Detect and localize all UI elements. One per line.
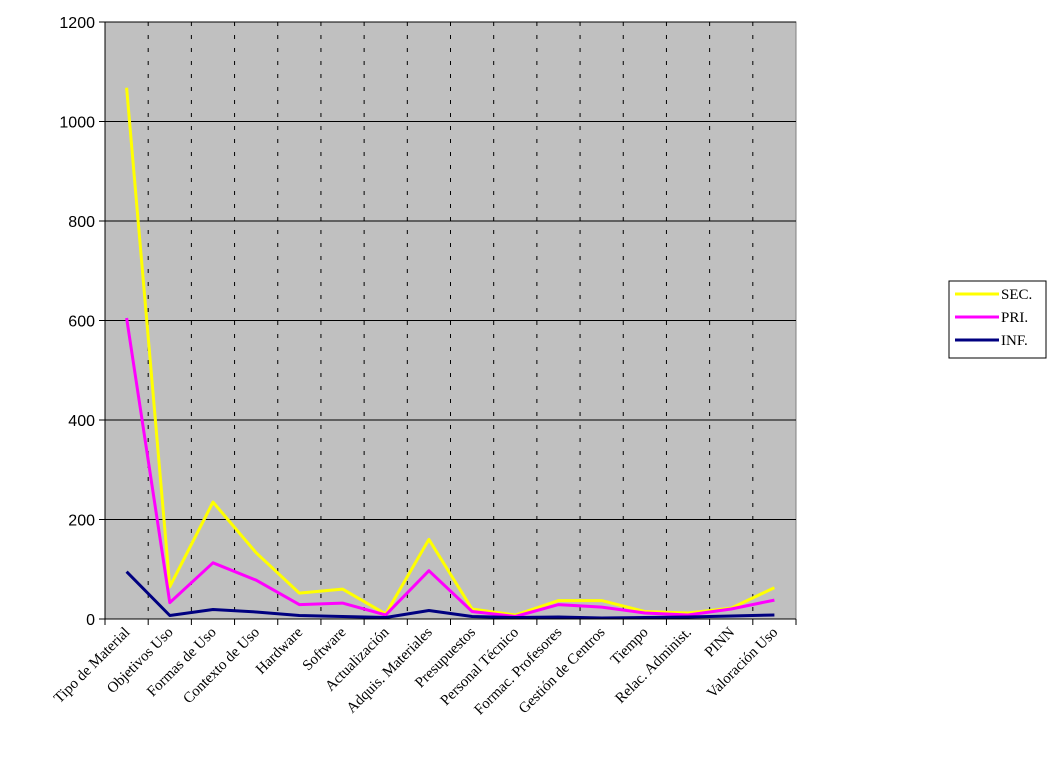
x-tick-label: Personal Técnico: [438, 625, 522, 709]
y-tick-label: 600: [68, 314, 95, 331]
series-lines: [125, 87, 776, 620]
legend-label: SEC.: [1001, 287, 1032, 303]
series-line-pri: [125, 317, 775, 618]
x-tick-label: Tipo de Material: [51, 625, 133, 707]
y-tick-label: 0: [86, 612, 95, 629]
legend-label: INF.: [1001, 333, 1028, 349]
x-tick-label: PINN: [702, 624, 738, 660]
y-tick-label: 800: [68, 214, 95, 231]
series-line-sec: [125, 87, 776, 617]
y-tick-label: 400: [68, 413, 95, 430]
legend: SEC. PRI. INF.: [948, 280, 1047, 359]
y-tick-label: 1000: [59, 115, 95, 132]
y-tick-label: 200: [68, 513, 95, 530]
x-tick-label: Relac. Administ.: [613, 625, 695, 707]
series-line-inf: [125, 570, 775, 620]
legend-label: PRI.: [1001, 310, 1028, 326]
x-tick-label: Contexto de Uso: [180, 625, 263, 708]
y-tick-label: 1200: [59, 15, 95, 32]
x-tick-label: Hardware: [253, 624, 306, 677]
